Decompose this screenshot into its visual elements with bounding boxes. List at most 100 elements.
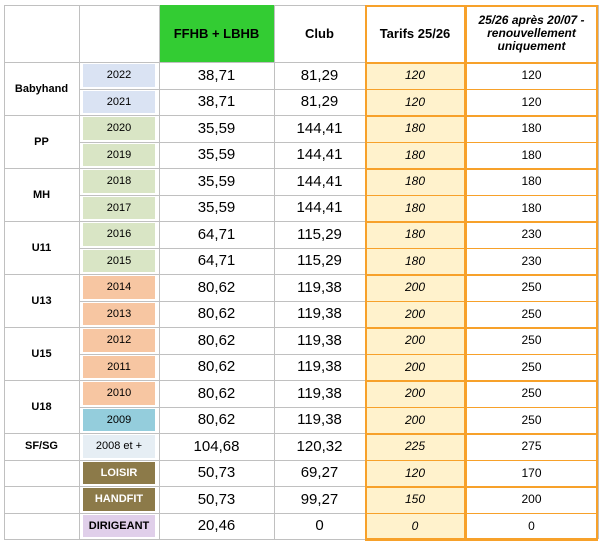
renouvellement-value: 230 [521, 253, 542, 268]
tarif-value: 200 [365, 300, 465, 327]
year-label: 2014 [83, 276, 155, 299]
tarif-value: 180 [365, 141, 465, 168]
category-label: Babyhand [14, 82, 69, 95]
category-gridline [4, 221, 79, 222]
renouvellement-value: 180 [521, 147, 542, 162]
tarif-row-border [365, 221, 598, 223]
row-gridline [79, 168, 365, 169]
tarif-value: 200 [365, 327, 465, 354]
tarif-row-border [365, 115, 598, 117]
ffhb-value: 35,59 [197, 119, 236, 137]
year-label: 2021 [83, 90, 155, 113]
year-label: 2019 [83, 143, 155, 166]
category-label [4, 460, 79, 487]
ffhb-value: 20,46 [197, 517, 236, 535]
renouvellement-value: 120 [521, 94, 542, 109]
tarif-value: 180 [365, 194, 465, 221]
row-gridline [79, 512, 365, 514]
year-label: 2012 [83, 329, 155, 352]
club-value: 119,38 [297, 331, 342, 349]
ffhb-value: 104,68 [193, 437, 240, 455]
club-value: 144,41 [296, 119, 343, 137]
row-gridline [79, 433, 365, 434]
renouvellement-value: 180 [521, 200, 542, 215]
tarif-value: 180 [365, 221, 465, 248]
club-value: 115,29 [297, 225, 342, 243]
year-label: DIRIGEANT [83, 514, 155, 537]
category-gridline [4, 327, 79, 328]
year-label: 2022 [83, 64, 155, 87]
year-label: 2011 [83, 355, 155, 378]
category-gridline [4, 380, 79, 381]
club-value: 119,38 [297, 384, 342, 402]
category-gridline [4, 539, 79, 540]
category-gridline [4, 62, 79, 63]
tarif-row-border [365, 62, 598, 64]
category-gridline [4, 274, 79, 275]
renouvellement-value: 250 [521, 412, 542, 427]
row-gridline [79, 380, 365, 381]
category-label: U15 [31, 347, 52, 360]
category-label: MH [32, 188, 51, 201]
ffhb-value: 38,71 [197, 66, 236, 84]
row-gridline [79, 88, 365, 90]
tarif-row-border [365, 141, 598, 143]
club-value: 119,38 [297, 411, 342, 429]
renouvellement-value: 250 [521, 280, 542, 295]
year-label: 2010 [83, 382, 155, 405]
club-value: 144,41 [296, 199, 343, 217]
tarif-row-border [365, 433, 598, 435]
row-gridline [79, 247, 365, 249]
category-label: SF/SG [24, 440, 58, 453]
ffhb-value: 64,71 [197, 252, 236, 270]
category-label: U13 [31, 294, 52, 307]
tarif-value: 180 [365, 247, 465, 274]
tarif-row-border [365, 353, 598, 355]
column-gridline [274, 5, 275, 539]
year-label: 2016 [83, 223, 155, 246]
ffhb-value: 80,62 [197, 331, 236, 349]
tarif-value: 120 [365, 62, 465, 89]
row-gridline [79, 194, 365, 196]
tarif-row-border [365, 194, 598, 196]
club-value: 99,27 [300, 490, 339, 508]
header-renouvellement: 25/26 après 20/07 - renouvellement uniqu… [478, 13, 585, 53]
tarif-row-border [365, 512, 598, 514]
tarif-value: 200 [365, 353, 465, 380]
renouvellement-value: 250 [521, 333, 542, 348]
column-gridline [598, 5, 599, 539]
club-value: 69,27 [300, 464, 339, 482]
ffhb-value: 64,71 [197, 225, 236, 243]
club-value: 0 [315, 517, 324, 535]
year-label: 2017 [83, 196, 155, 219]
category-label: U11 [31, 241, 52, 254]
renouvellement-value: 250 [521, 386, 542, 401]
club-value: 120,32 [296, 437, 343, 455]
tarif-value: 120 [365, 459, 465, 486]
row-gridline [79, 300, 365, 302]
renouvellement-value: 250 [521, 359, 542, 374]
ffhb-value: 35,59 [197, 172, 236, 190]
row-gridline [79, 486, 365, 487]
tarif-row-border [365, 300, 598, 302]
club-value: 119,38 [297, 358, 342, 376]
row-gridline [79, 221, 365, 222]
tarif-value: 200 [365, 274, 465, 301]
row-gridline [79, 406, 365, 408]
header-club: Club [305, 26, 334, 41]
ffhb-value: 35,59 [197, 146, 236, 164]
row-gridline [79, 327, 365, 328]
club-value: 115,29 [297, 252, 342, 270]
tarif-row-border [365, 486, 598, 488]
row-gridline [79, 459, 365, 461]
ffhb-value: 80,62 [197, 278, 236, 296]
renouvellement-value: 275 [521, 439, 542, 454]
renouvellement-value: 200 [521, 492, 542, 507]
ffhb-value: 80,62 [197, 384, 236, 402]
tarif-value: 200 [365, 406, 465, 433]
row-gridline [79, 141, 365, 143]
year-label: 2015 [83, 249, 155, 272]
category-label: U18 [31, 400, 52, 413]
category-gridline [4, 486, 79, 487]
